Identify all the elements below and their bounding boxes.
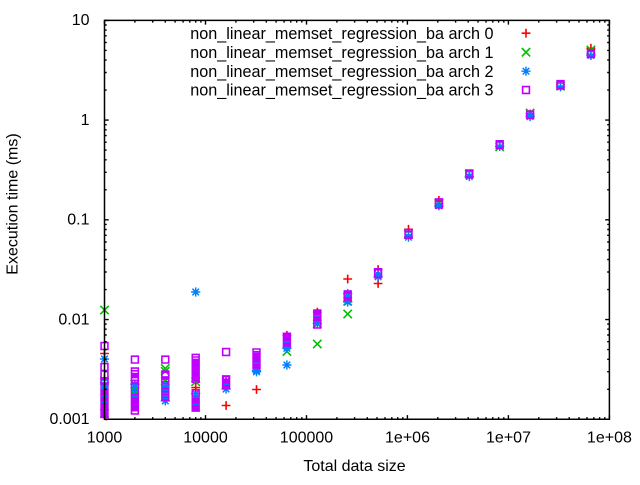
svg-text:0.01: 0.01 [58, 311, 89, 328]
svg-text:0.1: 0.1 [67, 212, 89, 229]
svg-text:Total data size: Total data size [303, 458, 405, 475]
svg-text:1e+06: 1e+06 [385, 430, 430, 447]
svg-text:100000: 100000 [280, 430, 333, 447]
svg-text:Execution time (ms): Execution time (ms) [5, 133, 22, 274]
svg-text:1: 1 [81, 112, 90, 129]
svg-text:non_linear_memset_regression_b: non_linear_memset_regression_ba arch 3 [190, 82, 493, 100]
svg-text:non_linear_memset_regression_b: non_linear_memset_regression_ba arch 2 [190, 63, 493, 81]
svg-text:non_linear_memset_regression_b: non_linear_memset_regression_ba arch 1 [190, 44, 493, 62]
svg-text:10: 10 [72, 12, 90, 29]
svg-text:1e+08: 1e+08 [587, 430, 632, 447]
svg-text:1000: 1000 [87, 430, 123, 447]
svg-text:10000: 10000 [183, 430, 228, 447]
svg-text:non_linear_memset_regression_b: non_linear_memset_regression_ba arch 0 [190, 25, 493, 43]
svg-text:0.001: 0.001 [49, 411, 89, 428]
svg-text:1e+07: 1e+07 [486, 430, 531, 447]
